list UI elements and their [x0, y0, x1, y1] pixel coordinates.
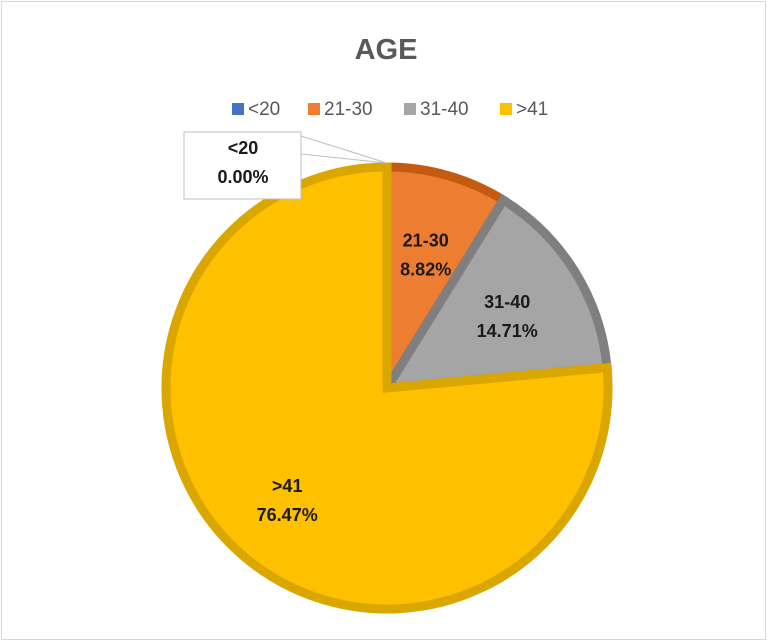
- data-label-category: >41: [272, 476, 303, 496]
- data-label-21-30: 21-30 8.82%: [400, 231, 451, 280]
- legend-swatch-gt-41: [500, 103, 512, 115]
- callout-box-lt-20: [183, 131, 302, 200]
- legend-label-gt-41: >41: [516, 99, 548, 120]
- legend-label-lt-20: <20: [248, 99, 280, 120]
- callout-leader-line: [300, 135, 388, 164]
- data-label-category: 31-40: [484, 292, 530, 312]
- legend-swatch-lt-20: [232, 103, 244, 115]
- data-labels: <20 0.00% 21-30 8.82% 31-40 14.71% >41 76.47%: [217, 138, 537, 525]
- legend-label-31-40: 31-40: [420, 99, 469, 120]
- legend-item-31-40: 31-40: [404, 99, 469, 120]
- data-label-category: 21-30: [403, 231, 449, 251]
- legend: <20 21-30 31-40 >41: [232, 99, 548, 120]
- legend-swatch-31-40: [404, 103, 416, 115]
- callout-group: [183, 131, 388, 200]
- data-label-lt-20: <20 0.00%: [217, 138, 268, 187]
- pie-slice-31-40: [378, 193, 612, 394]
- data-label-31-40: 31-40 14.71%: [477, 292, 538, 341]
- pie-slices: [161, 162, 613, 614]
- data-label-value: 14.71%: [477, 321, 538, 341]
- data-label-value: 76.47%: [257, 505, 318, 525]
- legend-item-gt-41: >41: [500, 99, 548, 120]
- data-label-category: <20: [228, 138, 259, 158]
- pie-slice-gt-41: [161, 162, 613, 614]
- legend-swatch-21-30: [308, 103, 320, 115]
- data-label-value: 0.00%: [217, 167, 268, 187]
- legend-label-21-30: 21-30: [324, 99, 373, 120]
- legend-item-lt-20: <20: [232, 99, 280, 120]
- legend-item-21-30: 21-30: [308, 99, 373, 120]
- data-label-gt-41: >41 76.47%: [257, 476, 318, 525]
- chart-title: AGE: [355, 34, 418, 66]
- data-label-value: 8.82%: [400, 260, 451, 280]
